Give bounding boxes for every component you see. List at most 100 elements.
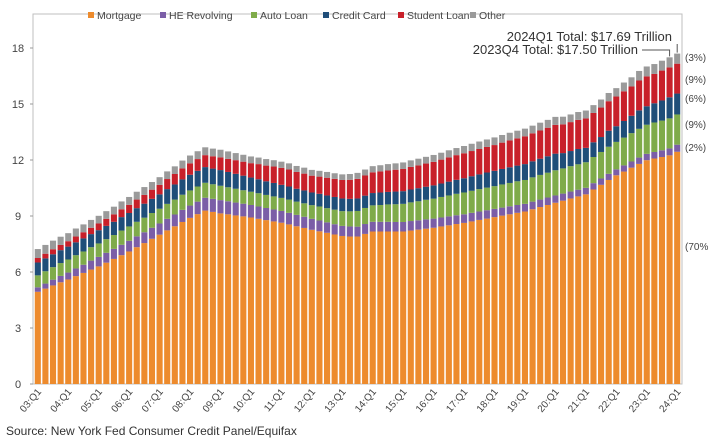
bar-segment-mortgage xyxy=(506,214,513,384)
bar-segment-mortgage xyxy=(598,184,605,384)
bar-segment-mortgage xyxy=(72,276,79,384)
bar-segment-credit-card xyxy=(88,234,95,248)
bar-segment-student-loan xyxy=(354,178,361,199)
bar-segment-mortgage xyxy=(567,198,574,384)
bar-segment-student-loan xyxy=(658,70,666,101)
bar-segment-other xyxy=(164,171,171,180)
bar-segment-credit-card xyxy=(57,250,64,264)
bar-segment-credit-card xyxy=(331,196,338,210)
bar-segment-he-revolving xyxy=(80,264,87,273)
bar-segment-credit-card xyxy=(148,198,156,214)
bar-segment-auto-loan xyxy=(415,201,422,221)
bar-segment-credit-card xyxy=(575,148,582,165)
bar-segment-auto-loan xyxy=(392,204,399,222)
bar-segment-student-loan xyxy=(620,91,627,121)
bar-segment-credit-card xyxy=(118,217,125,231)
bar-segment-student-loan xyxy=(278,167,285,185)
x-tick-label: 11:Q1 xyxy=(262,387,288,415)
bar-segment-he-revolving xyxy=(354,226,361,237)
bar-segment-credit-card xyxy=(369,193,376,206)
bar-segment-other xyxy=(438,152,445,160)
bar-segment-he-revolving xyxy=(567,191,574,199)
bar-segment-mortgage xyxy=(521,211,528,384)
bar-segment-other xyxy=(461,146,468,154)
bar-segment-auto-loan xyxy=(453,193,460,216)
bar-segment-auto-loan xyxy=(422,199,430,220)
bar-segment-other xyxy=(110,206,117,215)
bar-segment-he-revolving xyxy=(133,236,140,248)
bar-segment-other xyxy=(72,228,79,237)
bar-segment-student-loan xyxy=(407,166,414,190)
bar-segment-mortgage xyxy=(95,266,102,384)
bar-segment-credit-card xyxy=(674,93,681,115)
bar-segment-auto-loan xyxy=(636,128,643,158)
bar-segment-mortgage xyxy=(643,160,650,384)
bar-segment-mortgage xyxy=(293,226,300,384)
bar-segment-credit-card xyxy=(628,115,635,134)
bar-segment-mortgage xyxy=(194,214,201,384)
bar-segment-credit-card xyxy=(156,194,163,209)
bar-segment-auto-loan xyxy=(141,217,148,233)
bar-segment-student-loan xyxy=(324,177,331,196)
bar-segment-he-revolving xyxy=(461,214,468,223)
bar-segment-auto-loan xyxy=(293,201,300,215)
bar-segment-student-loan xyxy=(225,158,232,172)
bar-segment-student-loan xyxy=(476,148,483,175)
bar-segment-auto-loan xyxy=(628,133,635,162)
bar-segment-student-loan xyxy=(514,138,521,166)
bar-segment-student-loan xyxy=(392,169,399,192)
bar-segment-credit-card xyxy=(95,230,102,244)
bar-segment-auto-loan xyxy=(202,182,209,198)
bar-segment-auto-loan xyxy=(118,230,125,245)
bar-segment-mortgage xyxy=(544,204,551,384)
bar-segment-credit-card xyxy=(567,151,574,167)
bar-segment-auto-loan xyxy=(514,181,521,205)
bar-segment-student-loan xyxy=(308,175,315,193)
bar-segment-other xyxy=(483,139,490,147)
bar-segment-he-revolving xyxy=(247,204,254,218)
bar-segment-credit-card xyxy=(308,192,315,206)
bar-segment-student-loan xyxy=(301,173,308,191)
bar-segment-credit-card xyxy=(521,164,528,180)
bar-segment-credit-card xyxy=(232,173,239,189)
bar-segment-credit-card xyxy=(415,188,422,202)
bar-segment-mortgage xyxy=(582,194,589,384)
bar-segment-he-revolving xyxy=(415,220,422,230)
bar-segment-other xyxy=(156,177,163,185)
bar-segment-auto-loan xyxy=(651,122,658,152)
bar-segment-credit-card xyxy=(346,198,353,212)
bar-segment-he-revolving xyxy=(483,210,490,219)
bar-segment-he-revolving xyxy=(110,248,117,259)
bar-segment-student-loan xyxy=(552,124,559,154)
bar-segment-other xyxy=(232,153,239,161)
bar-segment-he-revolving xyxy=(118,244,125,256)
bar-segment-mortgage xyxy=(651,158,658,384)
bar-segment-credit-card xyxy=(613,126,620,142)
bar-segment-credit-card xyxy=(217,170,224,186)
bar-segment-he-revolving xyxy=(674,144,681,152)
bar-segment-mortgage xyxy=(80,272,87,384)
bar-segment-mortgage xyxy=(400,231,407,384)
bar-segment-other xyxy=(537,122,544,131)
x-tick-label: 04:Q1 xyxy=(49,387,75,415)
bar-segment-other xyxy=(445,150,452,158)
bar-segment-student-loan xyxy=(285,169,293,187)
bar-segment-other xyxy=(491,137,498,146)
bar-segment-he-revolving xyxy=(42,283,49,289)
bar-segment-other xyxy=(384,164,391,171)
bar-segment-student-loan xyxy=(316,176,323,194)
bar-segment-mortgage xyxy=(628,167,635,384)
bar-segment-auto-loan xyxy=(232,188,239,203)
bar-segment-other xyxy=(636,70,643,81)
bar-segment-student-loan xyxy=(567,122,574,152)
bar-segment-auto-loan xyxy=(270,196,277,210)
bar-segment-auto-loan xyxy=(331,209,338,225)
bar-segment-credit-card xyxy=(133,208,140,222)
legend-swatch xyxy=(88,12,94,18)
y-tick-label: 3 xyxy=(15,323,21,335)
bar-segment-other xyxy=(613,88,620,97)
bar-segment-he-revolving xyxy=(49,279,57,286)
bar-segment-mortgage xyxy=(666,155,673,384)
bar-segment-other xyxy=(514,130,521,139)
bar-segment-auto-loan xyxy=(598,151,605,179)
